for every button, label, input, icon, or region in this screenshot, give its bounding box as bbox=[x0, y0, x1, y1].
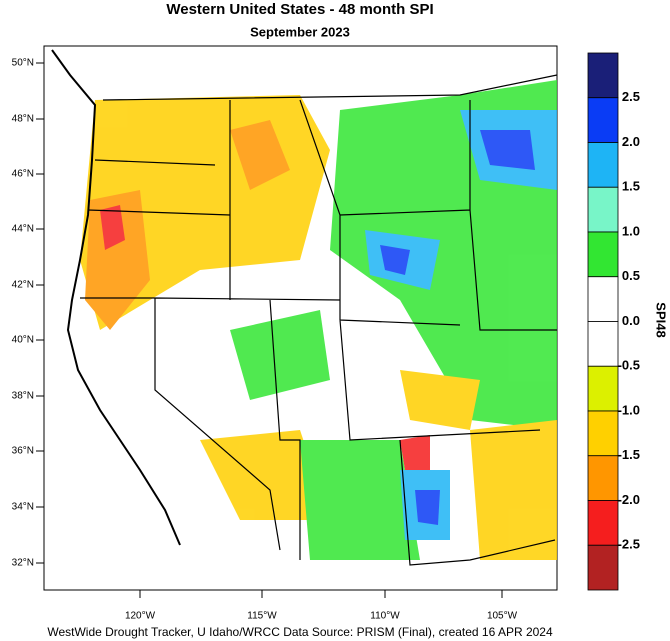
colorbar-label: 1.5 bbox=[622, 179, 640, 194]
lon-label: 120°W bbox=[125, 611, 156, 622]
lat-label: 40°N bbox=[12, 335, 34, 346]
colorbar-label: 2.0 bbox=[622, 134, 640, 149]
colorbar-segment bbox=[587, 231, 619, 278]
colorbar-label: 2.5 bbox=[622, 89, 640, 104]
colorbar-segment bbox=[587, 410, 619, 457]
subtitle: September 2023 bbox=[250, 24, 350, 39]
colorbar-label: -2.0 bbox=[618, 492, 640, 507]
colorbar-label: -1.5 bbox=[618, 447, 640, 462]
colorbar-segment bbox=[587, 186, 619, 233]
colorbar-segment bbox=[587, 321, 619, 367]
colorbar-segment bbox=[587, 97, 619, 143]
lat-label: 48°N bbox=[12, 114, 34, 125]
lat-label: 38°N bbox=[12, 391, 34, 402]
map bbox=[43, 45, 558, 591]
colorbar-label: -1.0 bbox=[618, 402, 640, 417]
lat-label: 36°N bbox=[12, 446, 34, 457]
lon-label: 105°W bbox=[487, 611, 518, 622]
colorbar-label: 1.0 bbox=[622, 223, 640, 238]
lat-label: 50°N bbox=[12, 58, 34, 69]
colorbar-label: -2.5 bbox=[618, 537, 640, 552]
colorbar-label: -0.5 bbox=[618, 358, 640, 373]
colorbar-segment bbox=[587, 455, 619, 501]
colorbar-segment bbox=[587, 142, 619, 188]
colorbar-label: 0.5 bbox=[622, 268, 640, 283]
lat-label: 32°N bbox=[12, 558, 34, 569]
lat-label: 42°N bbox=[12, 280, 34, 291]
title: Western United States - 48 month SPI bbox=[166, 1, 433, 18]
colorbar-title: SPI48 bbox=[654, 302, 669, 337]
colorbar-segment bbox=[587, 52, 619, 99]
lat-label: 44°N bbox=[12, 224, 34, 235]
footer: WestWide Drought Tracker, U Idaho/WRCC D… bbox=[47, 625, 553, 639]
lat-label: 46°N bbox=[12, 169, 34, 180]
colorbar-segment bbox=[587, 500, 619, 546]
colorbar-segment bbox=[587, 365, 619, 412]
lon-label: 115°W bbox=[247, 611, 277, 622]
lon-label: 110°W bbox=[370, 611, 400, 622]
colorbar-segment bbox=[587, 276, 619, 322]
colorbar-segment bbox=[587, 544, 619, 591]
lat-label: 34°N bbox=[12, 502, 34, 513]
colorbar-label: 0.0 bbox=[622, 313, 640, 328]
